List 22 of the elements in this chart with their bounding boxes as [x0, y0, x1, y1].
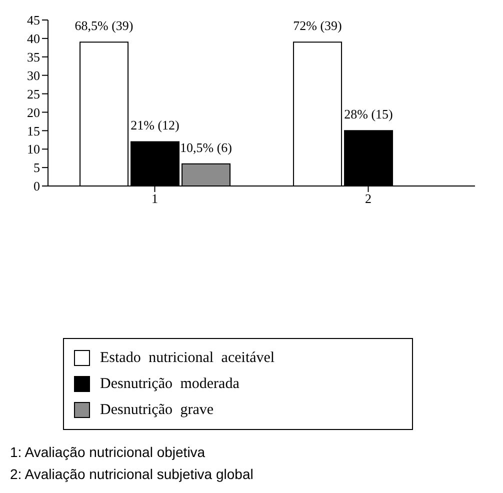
y-tick-label: 45	[27, 12, 40, 28]
data-label: 10,5% (6)	[180, 140, 232, 155]
y-tick-label: 30	[27, 68, 40, 83]
text: 2: Avaliação nutricional subjetiva global	[10, 466, 254, 482]
x-tick-label: 1	[152, 191, 158, 206]
y-tick-label: 25	[27, 86, 40, 102]
data-label: 21% (12)	[130, 118, 180, 133]
y-tick-label: 10	[27, 142, 40, 157]
y-tick-label: 15	[27, 123, 40, 138]
data-label: 72% (39)	[293, 18, 342, 34]
data-label: 28% (15)	[344, 106, 393, 122]
text: 1: Avaliação nutricional objetiva	[10, 444, 206, 460]
legend-label: Desnutrição moderada	[100, 376, 240, 392]
x-tick-label: 2	[365, 191, 372, 206]
y-tick-label: 5	[34, 160, 40, 176]
legend-label: Estado nutricional aceitável	[100, 350, 275, 366]
legend-label: Desnutrição grave	[100, 402, 214, 418]
y-tick-label: 0	[34, 178, 40, 194]
y-tick-label: 35	[27, 50, 40, 65]
y-tick-label: 20	[27, 104, 40, 120]
y-tick-label: 40	[27, 31, 40, 46]
data-label: 68,5% (39)	[74, 18, 134, 34]
